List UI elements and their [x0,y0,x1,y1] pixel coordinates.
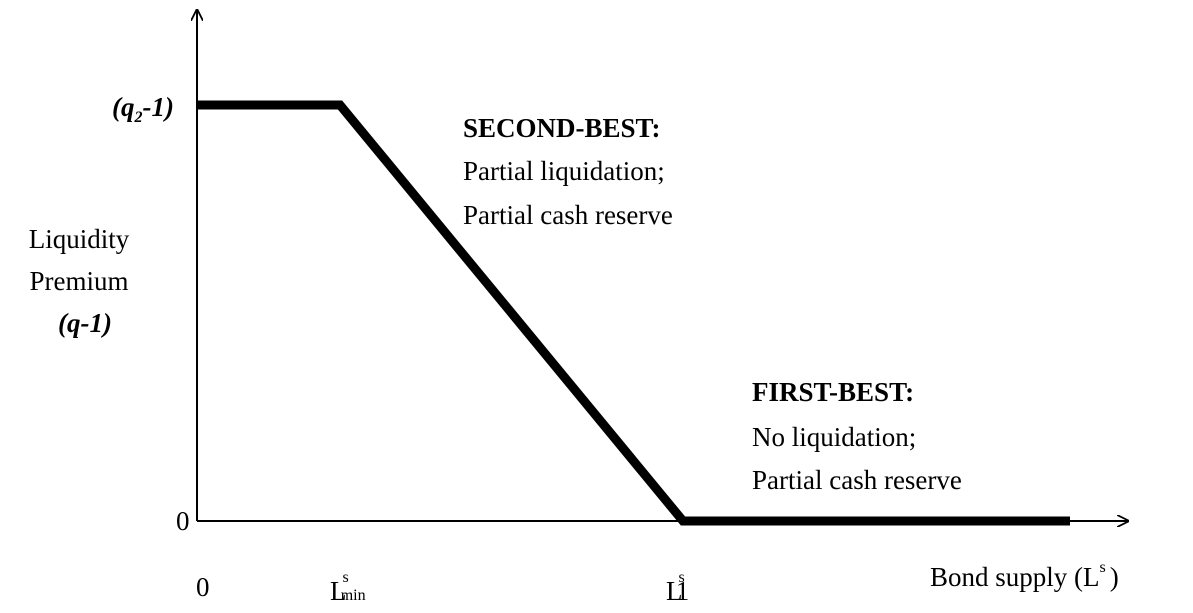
label-part: ) [1110,562,1119,592]
label-sup: s [679,569,685,586]
y-title: Liquidity [29,224,130,254]
label-part: L [330,576,347,606]
label-part: Bond supply (L [930,562,1100,592]
region-text: Partial cash reserve [463,200,673,230]
y-zero: 0 [176,506,190,536]
x-l1: Ls1 [666,569,689,606]
label-sub: 1 [676,576,690,606]
label-part: (q [112,92,135,122]
label-sup: s [343,569,349,586]
region-text: Partial liquidation; [463,156,665,186]
region-text: No liquidation; [752,422,916,452]
region-text: Partial cash reserve [752,465,962,495]
x-title: Bond supply (Ls) [930,559,1119,592]
y-title: (q-1) [58,308,112,338]
region-heading: FIRST-BEST: [752,377,914,407]
label-sub: 2 [134,109,143,126]
x-lmin: Ls min [330,569,366,606]
label-part: L [666,576,683,606]
label-part: -1) [143,92,174,122]
label-sub: min [341,587,366,604]
premium-curve [197,100,1070,526]
y-top-label: (q2-1) [112,92,174,126]
y-title: Premium [30,266,129,296]
label-sup: s [1100,559,1106,576]
region-heading: SECOND-BEST: [463,113,661,143]
x-zero: 0 [196,572,210,602]
